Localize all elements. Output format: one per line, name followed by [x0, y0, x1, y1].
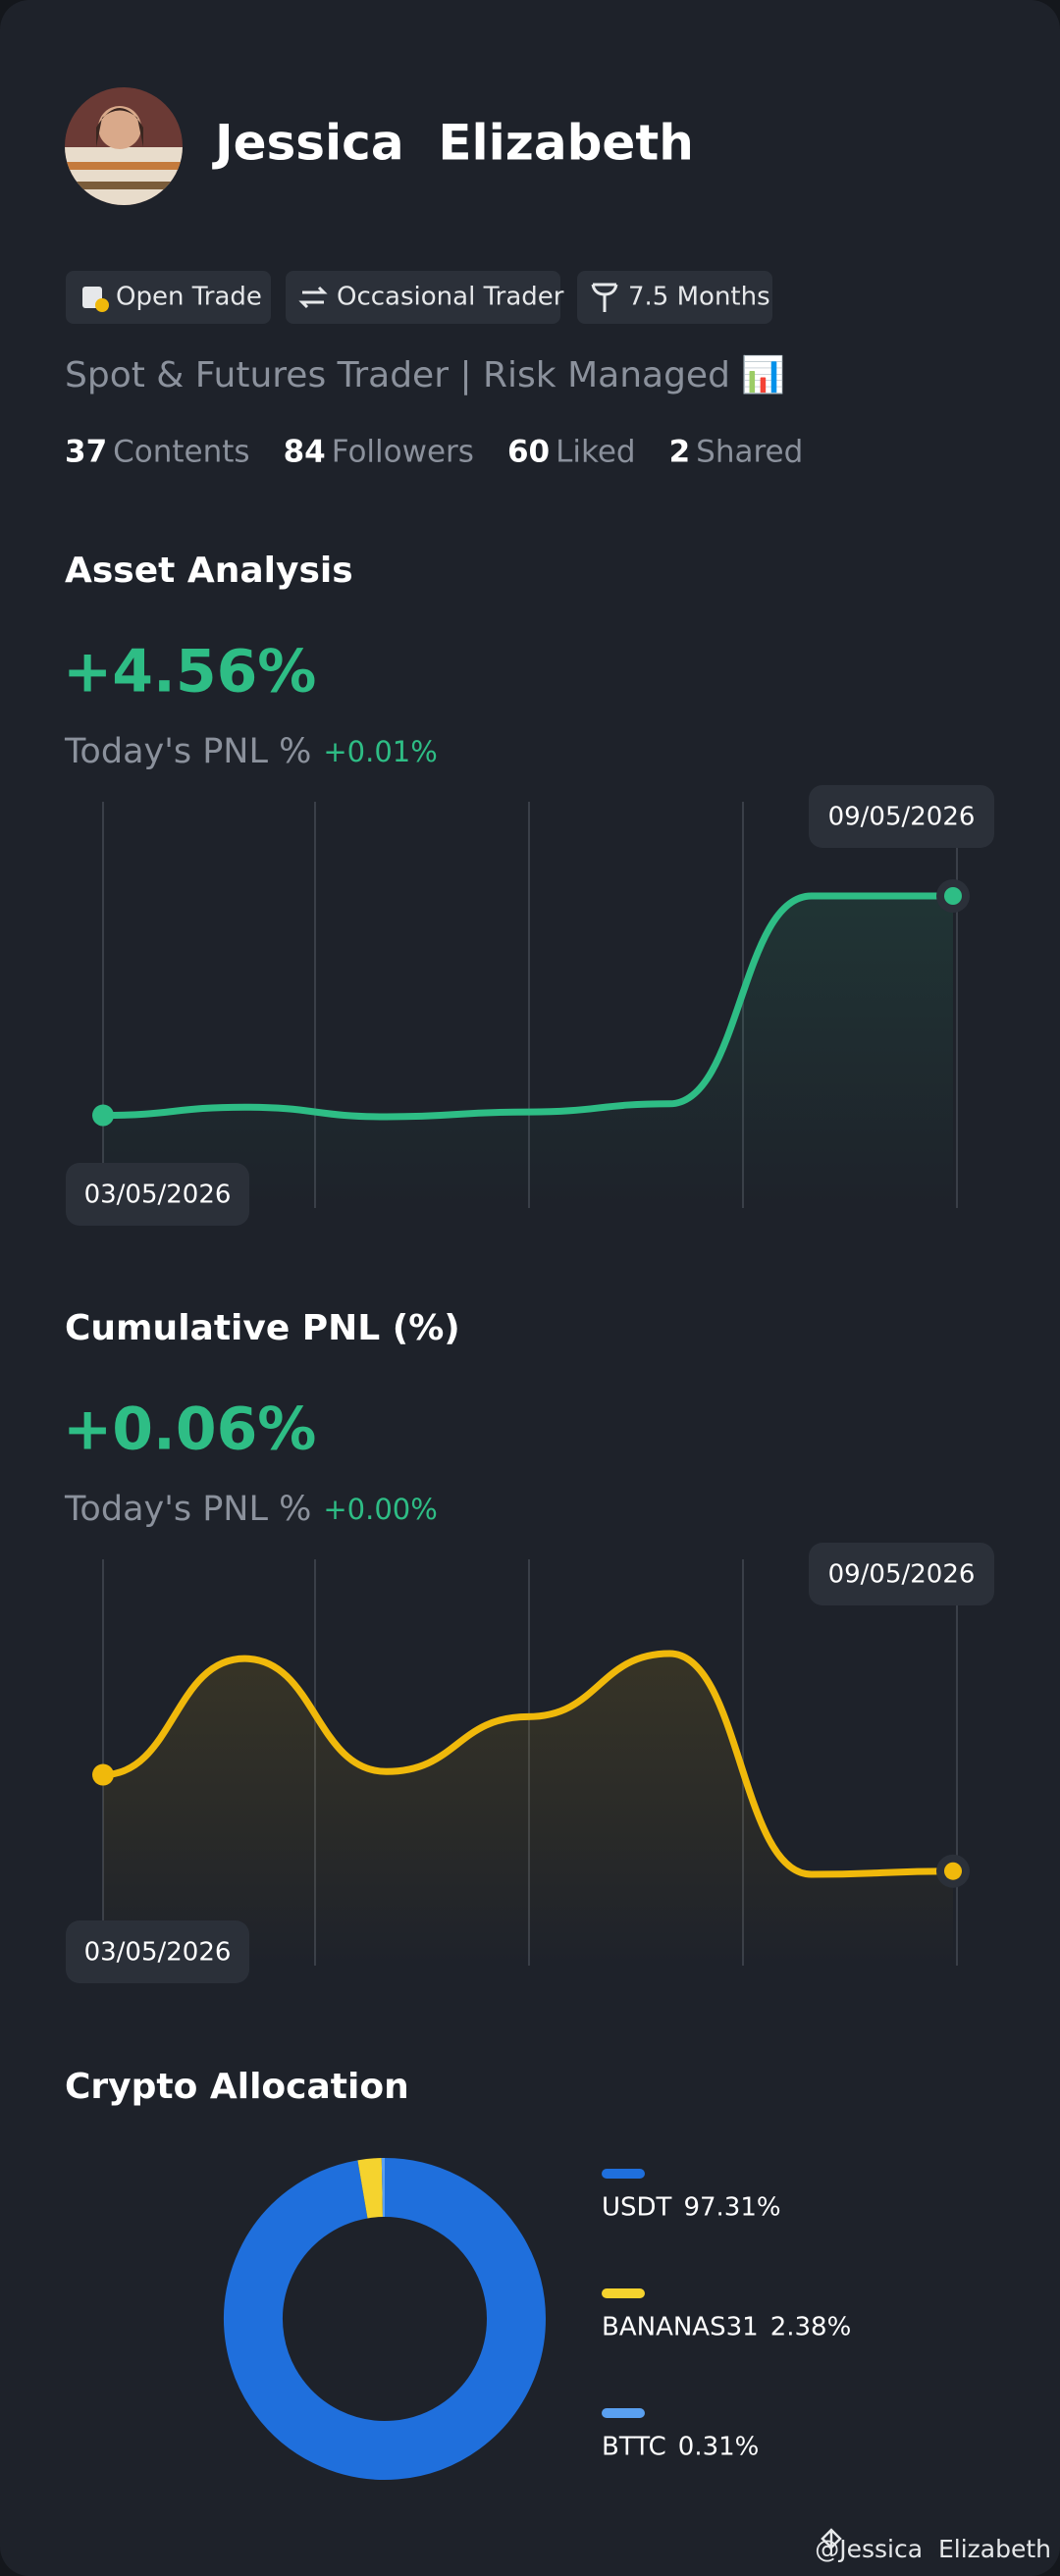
area — [103, 896, 953, 1208]
date-box — [66, 1920, 249, 1983]
charts: Asset Analysis +4.56% Today's PNL % +0.01% 0… — [63, 551, 994, 2480]
end-point — [944, 887, 962, 905]
date-label: 03/05/2026 — [84, 1938, 232, 1968]
area — [103, 1654, 953, 1966]
legend-value: 0.31% — [678, 2433, 760, 2462]
profile-name: Jessica Elizabeth — [212, 115, 694, 172]
stat-label: Shared — [696, 435, 803, 470]
badge — [577, 271, 772, 324]
start-point — [92, 1104, 114, 1127]
date-label: 09/05/2026 — [828, 803, 976, 832]
section-title: Asset Analysis — [65, 551, 353, 591]
legend-label: USDT — [602, 2193, 672, 2223]
stat-value: 37 — [65, 435, 107, 470]
line — [99, 1650, 957, 1878]
stat-label: Contents — [113, 435, 249, 470]
stat-label: Liked — [556, 435, 635, 470]
date-box — [809, 1543, 994, 1605]
badge-text: Occasional Trader — [337, 283, 564, 312]
legend-value: 2.38% — [770, 2313, 852, 2342]
badge-icon — [95, 298, 109, 312]
legend-swatch — [602, 2169, 645, 2179]
legend-label: BTTC — [602, 2433, 666, 2462]
stat-value: 2 — [669, 435, 691, 470]
change: +0.00% — [323, 1493, 437, 1526]
start-point — [92, 1763, 114, 1786]
stats: 37 Contents 84 Followers 60 Liked 2 Shared — [65, 435, 803, 470]
date-label: 03/05/2026 — [84, 1181, 232, 1210]
section-title: Cumulative PNL (%) — [65, 1308, 460, 1348]
badge — [66, 271, 271, 324]
watermark-logo — [821, 2528, 842, 2550]
bio: Spot & Futures Trader | Risk Managed 📊 — [65, 354, 785, 395]
donut-segment — [357, 2158, 384, 2219]
watermark: @Jessica Elizabeth — [815, 2535, 1051, 2563]
headline: +4.56% — [63, 638, 316, 707]
legend-label: BANANAS31 — [602, 2313, 759, 2342]
line — [99, 892, 957, 1121]
stat-value: 60 — [507, 435, 550, 470]
badge — [286, 271, 560, 324]
date-box — [809, 785, 994, 848]
subtitle: Today's PNL % — [64, 1490, 311, 1529]
date-box — [66, 1163, 249, 1226]
change: +0.01% — [323, 735, 437, 768]
headline: +0.06% — [63, 1395, 316, 1464]
end-point — [944, 1862, 962, 1880]
subtitle: Today's PNL % — [64, 732, 311, 771]
badge-text: 7.5 Months — [628, 283, 770, 312]
stat-value: 84 — [284, 435, 326, 470]
section-title: Crypto Allocation — [65, 2067, 409, 2107]
legend-value: 97.31% — [683, 2193, 780, 2223]
legend-swatch — [602, 2288, 645, 2298]
donut-segment — [224, 2158, 546, 2480]
badge-text: Open Trade — [116, 283, 262, 312]
legend-swatch — [602, 2408, 645, 2418]
badge-icon — [591, 283, 618, 312]
stat-label: Followers — [332, 435, 474, 470]
badge-icon — [298, 286, 328, 309]
date-label: 09/05/2026 — [828, 1560, 976, 1590]
